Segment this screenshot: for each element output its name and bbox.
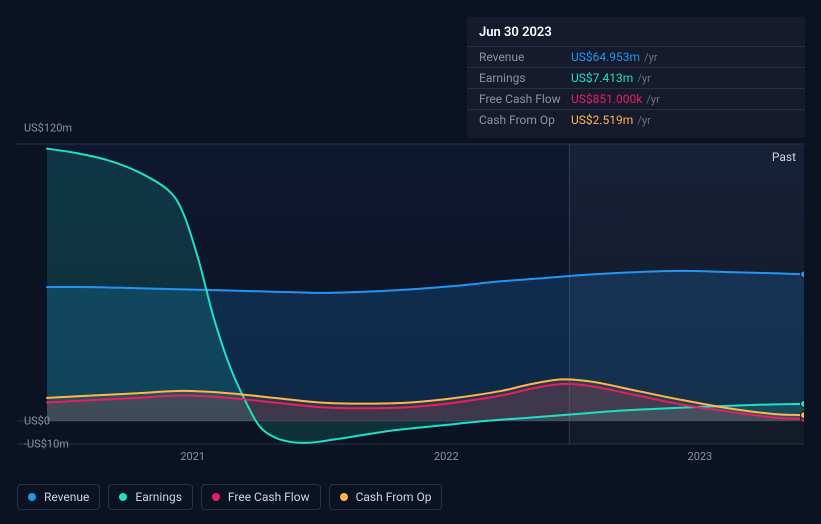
- legend-dot-icon: [340, 493, 348, 501]
- y-axis-min-label: -US$10m: [24, 438, 69, 451]
- tooltip-metric-value: US$64.953m: [571, 50, 640, 64]
- tooltip-row: EarningsUS$7.413m/yr: [467, 67, 805, 88]
- legend-dot-icon: [212, 493, 220, 501]
- x-axis-tick-label: 2023: [688, 450, 713, 463]
- tooltip-metric-label: Revenue: [479, 50, 571, 64]
- tooltip-metric-value: US$851.000k: [571, 92, 642, 106]
- tooltip-metric-label: Earnings: [479, 71, 571, 85]
- legend-item[interactable]: Earnings: [108, 484, 193, 510]
- legend-dot-icon: [119, 493, 127, 501]
- legend-item[interactable]: Revenue: [17, 484, 100, 510]
- tooltip-unit: /yr: [637, 72, 650, 85]
- chart-svg: [17, 124, 804, 469]
- tooltip-row: RevenueUS$64.953m/yr: [467, 46, 805, 67]
- legend-dot-icon: [28, 493, 36, 501]
- tooltip-rows: RevenueUS$64.953m/yrEarningsUS$7.413m/yr…: [467, 46, 805, 130]
- legend: Revenue Earnings Free Cash Flow Cash From O…: [17, 484, 442, 510]
- y-axis-zero-label: US$0: [24, 414, 50, 427]
- tooltip-metric-value: US$7.413m: [571, 71, 633, 85]
- legend-label: Cash From Op: [356, 490, 432, 504]
- tooltip-row: Free Cash FlowUS$851.000k/yr: [467, 88, 805, 109]
- tooltip-unit: /yr: [646, 93, 659, 106]
- past-label: Past: [772, 150, 796, 164]
- legend-item[interactable]: Free Cash Flow: [201, 484, 321, 510]
- chart-tooltip: Jun 30 2023 RevenueUS$64.953m/yrEarnings…: [467, 17, 805, 138]
- x-axis-labels: 2021 2022 2023: [64, 450, 804, 470]
- legend-label: Earnings: [135, 490, 182, 504]
- y-axis-max-label: US$120m: [24, 122, 72, 135]
- legend-label: Free Cash Flow: [228, 490, 310, 504]
- x-axis-tick-label: 2021: [180, 450, 205, 463]
- tooltip-date: Jun 30 2023: [467, 25, 805, 46]
- tooltip-unit: /yr: [644, 51, 657, 64]
- legend-item[interactable]: Cash From Op: [329, 484, 443, 510]
- earnings-chart[interactable]: US$120m US$0 -US$10m Past 2021 2022 2023: [17, 124, 804, 469]
- legend-label: Revenue: [44, 490, 89, 504]
- x-axis-tick-label: 2022: [434, 450, 459, 463]
- tooltip-metric-label: Free Cash Flow: [479, 92, 571, 106]
